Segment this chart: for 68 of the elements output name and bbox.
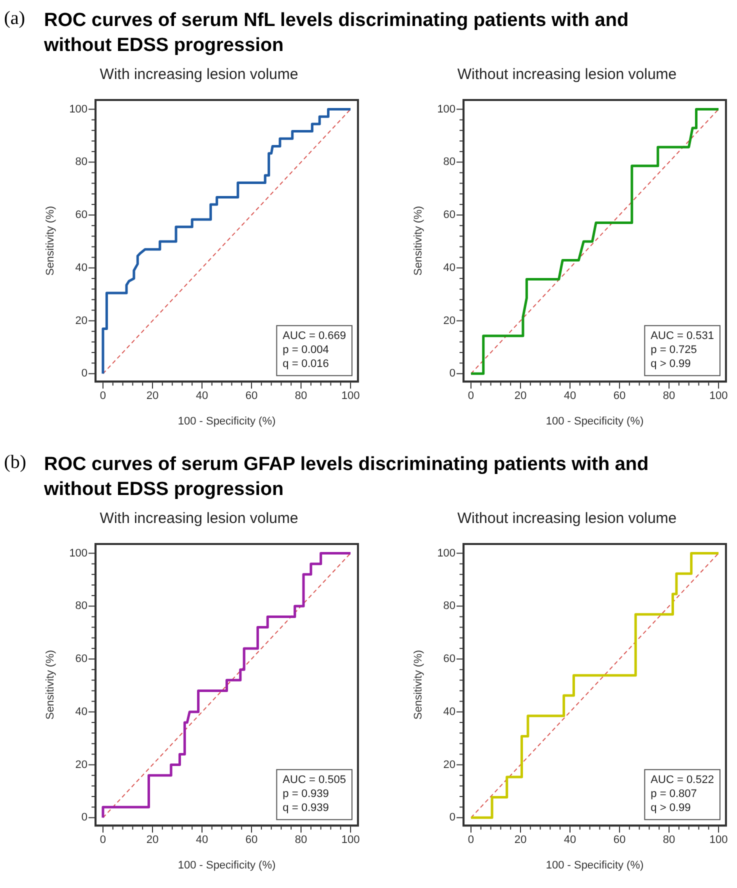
text: (b)	[3, 452, 28, 475]
chart-title: ROC curves of serum NfL levels discriminating patients with and without EDSS progression	[44, 9, 630, 58]
x-tick-label: 100	[341, 834, 360, 846]
y-tick-label: 100	[437, 103, 456, 116]
x-tick-label: 20	[146, 390, 159, 402]
x-tick-label: 80	[294, 834, 308, 846]
y-tick-label: 80	[75, 600, 88, 612]
x-axis-title: 100 - Specificity (%)	[546, 859, 644, 872]
chart-title: ROC curves of serum GFAP levels discriminating patients with and without EDSS progression	[44, 453, 650, 502]
x-tick-label: 80	[294, 390, 308, 402]
x-tick-label: 60	[245, 834, 258, 846]
y-axis-title: Sensitivity (%)	[412, 206, 425, 276]
x-tick-label: 20	[514, 390, 527, 402]
chart-subtitle: With increasing lesion volume	[100, 510, 298, 528]
y-tick-label: 60	[75, 653, 88, 666]
x-tick-label: 40	[564, 834, 576, 846]
x-tick-label: 40	[564, 390, 576, 402]
chart-title: Without increasing lesion volume	[457, 510, 677, 528]
x-tick-label: 0	[468, 390, 474, 402]
x-tick-label: 60	[245, 390, 258, 402]
x-tick-label: 20	[514, 834, 527, 846]
y-tick-label: 40	[443, 706, 456, 718]
y-tick-label: 100	[69, 103, 88, 116]
x-tick-label: 60	[613, 834, 626, 846]
y-axis-title: Sensitivity (%)	[44, 650, 57, 720]
annotation: AUC = 0.669 p = 0.004 q = 0.016	[282, 330, 346, 370]
y-tick-label: 60	[443, 209, 456, 222]
y-tick-label: 80	[75, 156, 88, 168]
x-tick-label: 20	[146, 834, 159, 846]
y-axis-title: Sensitivity (%)	[44, 206, 57, 276]
x-tick-label: 40	[196, 834, 208, 846]
y-tick-label: 100	[437, 547, 456, 560]
y-tick-label: 0	[449, 368, 456, 380]
chart-title: Without increasing lesion volume	[457, 66, 677, 84]
x-tick-label: 0	[468, 834, 474, 846]
y-tick-label: 60	[443, 653, 456, 666]
y-tick-label: 20	[443, 758, 456, 771]
x-tick-label: 100	[709, 390, 728, 402]
chart-subtitle: With increasing lesion volume	[100, 66, 298, 84]
annotation: AUC = 0.531 p = 0.725 q > 0.99	[650, 330, 714, 370]
x-tick-label: 0	[100, 834, 106, 846]
annotation: AUC = 0.522 p = 0.807 q > 0.99	[650, 774, 714, 814]
x-tick-label: 100	[341, 390, 360, 402]
y-tick-label: 0	[449, 812, 456, 824]
y-tick-label: 60	[75, 209, 88, 222]
text: (a)	[3, 8, 26, 31]
x-axis-title: 100 - Specificity (%)	[178, 859, 276, 872]
x-axis-title: 100 - Specificity (%)	[178, 415, 276, 428]
x-tick-label: 40	[196, 390, 208, 402]
y-tick-label: 100	[69, 547, 88, 560]
y-tick-label: 80	[443, 156, 456, 168]
y-tick-label: 40	[75, 262, 88, 274]
y-tick-label: 40	[75, 706, 88, 718]
y-tick-label: 20	[75, 314, 88, 327]
x-axis-title: 100 - Specificity (%)	[546, 415, 644, 428]
annotation: AUC = 0.505 p = 0.939 q = 0.939	[282, 774, 346, 814]
y-tick-label: 20	[443, 314, 456, 327]
y-tick-label: 80	[443, 600, 456, 612]
y-axis-title: Sensitivity (%)	[412, 650, 425, 720]
x-tick-label: 100	[709, 834, 728, 846]
x-tick-label: 80	[662, 390, 676, 402]
y-tick-label: 20	[75, 758, 88, 771]
x-tick-label: 0	[100, 390, 106, 402]
x-tick-label: 80	[662, 834, 676, 846]
y-tick-label: 0	[81, 368, 88, 380]
x-tick-label: 60	[613, 390, 626, 402]
y-tick-label: 0	[81, 812, 88, 824]
y-tick-label: 40	[443, 262, 456, 274]
